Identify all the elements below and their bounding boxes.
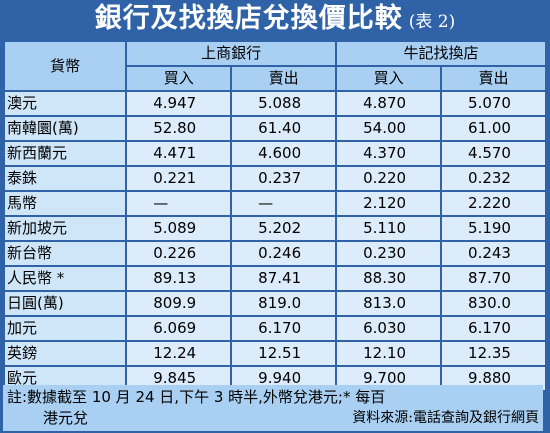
bank1-buy-value: 12.24 [127,342,231,365]
bank2-buy-value: 4.370 [337,142,441,165]
table-row: 新台幣 0.226 0.246 0.230 0.243 [5,242,545,265]
currency-name: 南韓圜(萬) [5,117,126,140]
bank2-buy-header: 買入 [337,67,441,90]
bank2-sell-value: 12.35 [442,342,545,365]
currency-name: 人民幣 * [5,267,126,290]
table-row: 馬幣 — —2.120 2.220 [5,192,545,215]
bank2-buy-value: 0.220 [337,167,441,190]
currency-name: 英鎊 [5,342,126,365]
bank2-buy-value: 9.700 [337,367,441,390]
currency-name: 馬幣 [5,192,126,215]
bank1-sell-value: 6.170 [232,317,336,340]
bank2-buy-value: 4.870 [337,92,441,115]
bank2-sell-value: 5.190 [442,217,545,240]
bank2-sell-value: 0.232 [442,167,545,190]
source-note: 資料來源:電話查詢及銀行網頁 [352,410,539,426]
bank2-buy-value: 88.30 [337,267,441,290]
currency-name: 新加坡元 [5,217,126,240]
table-row: 澳元 4.947 5.088 4.870 5.070 [5,92,545,115]
bank1-buy-value: 6.069 [127,317,231,340]
currency-name: 日圓(萬) [5,292,126,315]
bank1-buy-value: 52.80 [127,117,231,140]
bank1-header: 上商銀行 [127,42,336,65]
bank1-buy-value: 809.9 [127,292,231,315]
table-row: 加元 6.069 6.170 6.030 6.170 [5,317,545,340]
bank1-sell-value: 819.0 [232,292,336,315]
table-row: 日圓(萬) 809.9 819.0 813.0 830.0 [5,292,545,315]
bank2-buy-value: 5.110 [337,217,441,240]
table-row: 泰銖 0.221 0.237 0.220 0.232 [5,167,545,190]
page-title: 銀行及找換店兌換價比較 [94,3,403,34]
table-row: 人民幣 * 89.13 87.41 88.30 87.70 [5,267,545,290]
bank1-sell-value: 5.088 [232,92,336,115]
bank2-header: 牛記找換店 [337,42,545,65]
bank1-sell-header: 賣出 [232,67,336,90]
bank2-buy-value: 2.120 [337,192,441,215]
bank1-sell-value: 87.41 [232,267,336,290]
bank1-buy-value: 4.947 [127,92,231,115]
bank2-sell-value: 830.0 [442,292,545,315]
currency-name: 新台幣 [5,242,126,265]
currency-name: 新西蘭元 [5,142,126,165]
bank1-buy-header: 買入 [127,67,231,90]
bank2-buy-value: 6.030 [337,317,441,340]
title-bar: 銀行及找換店兌換價比較 (表 2) [0,0,550,38]
bank1-sell-value: — [232,192,336,215]
bank1-sell-value: 5.202 [232,217,336,240]
bank2-sell-value: 0.243 [442,242,545,265]
bank1-buy-value: — [127,192,231,215]
bank2-sell-value: 9.880 [442,367,545,390]
bank1-buy-value: 0.226 [127,242,231,265]
footnote-line2: 港元兌 [43,409,89,427]
rate-table: 貨幣 上商銀行 牛記找換店 買入 賣出 買入 賣出 澳元 4.947 5.088 4.… [3,40,547,392]
bank1-buy-value: 89.13 [127,267,231,290]
bank1-buy-value: 9.845 [127,367,231,390]
bank2-sell-value: 61.00 [442,117,545,140]
table-number: (表 2) [408,12,456,32]
bank2-sell-value: 2.220 [442,192,545,215]
currency-column-header: 貨幣 [5,42,126,90]
bank1-sell-value: 0.237 [232,167,336,190]
bank1-buy-value: 0.221 [127,167,231,190]
table-row: 歐元 9.845 9.940 9.700 9.880 [5,367,545,390]
bank2-sell-value: 5.070 [442,92,545,115]
footnote: 註:數據截至 10 月 24 日,下午 3 時半,外幣兌港元;* 每百 港元兌 … [3,385,543,431]
currency-name: 泰銖 [5,167,126,190]
bank2-sell-value: 87.70 [442,267,545,290]
bank1-sell-value: 61.40 [232,117,336,140]
bank1-sell-value: 12.51 [232,342,336,365]
table-row: 英鎊 12.24 12.51 12.10 12.35 [5,342,545,365]
table-row: 新加坡元 5.089 5.202 5.110 5.190 [5,217,545,240]
bank1-buy-value: 5.089 [127,217,231,240]
bank1-sell-value: 4.600 [232,142,336,165]
currency-name: 澳元 [5,92,126,115]
bank1-sell-value: 9.940 [232,367,336,390]
bank1-sell-value: 0.246 [232,242,336,265]
table-row: 南韓圜(萬) 52.80 61.40 54.00 61.00 [5,117,545,140]
currency-name: 加元 [5,317,126,340]
currency-name: 歐元 [5,367,126,390]
bank2-buy-value: 0.230 [337,242,441,265]
bank1-buy-value: 4.471 [127,142,231,165]
bank2-buy-value: 54.00 [337,117,441,140]
bank2-buy-value: 813.0 [337,292,441,315]
bank2-sell-header: 賣出 [442,67,545,90]
bank2-buy-value: 12.10 [337,342,441,365]
bank2-sell-value: 4.570 [442,142,545,165]
footnote-line1: 註:數據截至 10 月 24 日,下午 3 時半,外幣兌港元;* 每百 [7,388,386,406]
table-row: 新西蘭元 4.471 4.600 4.370 4.570 [5,142,545,165]
bank2-sell-value: 6.170 [442,317,545,340]
